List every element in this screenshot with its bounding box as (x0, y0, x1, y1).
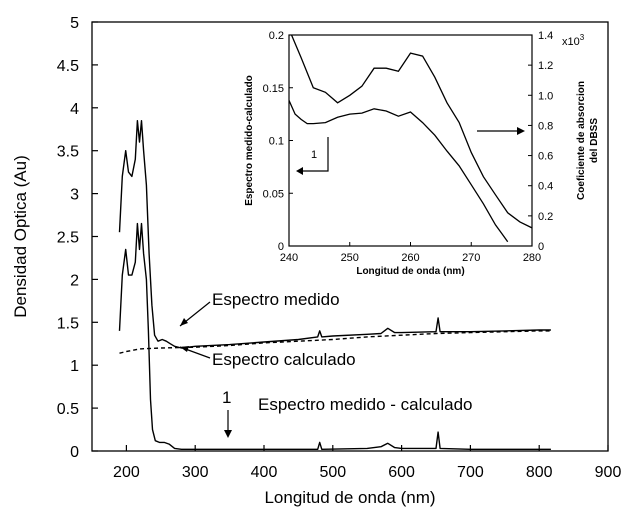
annotation-calculated: Espectro calculado (212, 350, 356, 369)
inset-right-tick-label: 0.2 (538, 211, 553, 223)
inset-right-tick-label: 1.2 (538, 60, 553, 72)
inset-right-multiplier-exp: 3 (580, 33, 585, 42)
inset-x-tick-label: 250 (341, 252, 359, 264)
y-tick-label: 5 (70, 15, 79, 32)
y-tick-label: 3 (70, 187, 79, 204)
inset-left-tick-label: 0.15 (263, 83, 284, 95)
inset-left-tick-label: 0.05 (263, 188, 284, 200)
inset-right-multiplier-base: x10 (562, 36, 580, 48)
series-line-2 (119, 330, 551, 354)
annotation-marker-arrowhead (224, 430, 232, 438)
inset-right-multiplier: x103 (562, 33, 585, 48)
inset-series-line-2 (290, 35, 532, 229)
inset-left-arrowhead (296, 167, 303, 175)
inset-x-tick-label: 280 (523, 252, 541, 264)
inset-right-axis-label-2: del DBSS (589, 118, 600, 163)
x-tick-label: 200 (113, 464, 140, 481)
x-tick-label: 300 (182, 464, 209, 481)
y-tick-label: 1.5 (57, 315, 79, 332)
x-tick-label: 500 (319, 464, 346, 481)
y-tick-label: 0.5 (57, 401, 79, 418)
x-tick-label: 900 (595, 464, 622, 481)
inset-left-arrow (300, 137, 329, 172)
inset-right-tick-label: 0.4 (538, 181, 553, 193)
x-tick-label: 800 (526, 464, 553, 481)
y-tick-label: 3.5 (57, 144, 79, 161)
x-tick-label: 600 (388, 464, 415, 481)
annotation-calculated-arrowhead (180, 346, 189, 352)
y-tick-label: 2 (70, 272, 79, 289)
inset-left-tick-label: 0.1 (269, 136, 284, 148)
inset-x-tick-label: 270 (462, 252, 480, 264)
inset-right-tick-label: 1.0 (538, 90, 553, 102)
y-tick-label: 0 (70, 444, 79, 461)
y-axis-label: Densidad Optica (Au) (11, 155, 30, 318)
inset-series-line-1 (289, 100, 509, 243)
inset-right-axis-label-1: Coeficiente de absorcion (576, 81, 587, 200)
inset-annotation-marker-1: 1 (311, 149, 317, 161)
series-line-3 (118, 222, 551, 450)
inset-right-tick-label: 0 (538, 241, 544, 253)
y-tick-label: 1 (70, 358, 79, 375)
inset-right-tick-label: 1.4 (538, 30, 553, 42)
inset-x-axis-label: Longitud de onda (nm) (356, 266, 464, 277)
annotation-measured: Espectro medido (212, 290, 340, 309)
y-tick-label: 4.5 (57, 58, 79, 75)
y-tick-label: 4 (70, 101, 79, 118)
inset-right-arrowhead (517, 127, 525, 135)
annotation-marker-1: 1 (222, 388, 231, 407)
inset-right-tick-label: 0.6 (538, 151, 553, 163)
inset-left-tick-label: 0.2 (269, 30, 284, 42)
inset-right-tick-label: 0.8 (538, 120, 553, 132)
inset-left-tick-label: 0 (278, 241, 284, 253)
x-tick-label: 400 (251, 464, 278, 481)
x-tick-label: 700 (457, 464, 484, 481)
inset-left-axis-label: Espectro medido-calculado (244, 75, 255, 206)
x-axis-label: Longitud de onda (nm) (264, 488, 435, 507)
inset-plot-frame (288, 34, 533, 247)
annotation-difference: Espectro medido - calculado (258, 395, 473, 414)
inset-x-tick-label: 260 (401, 252, 419, 264)
y-tick-label: 2.5 (57, 230, 79, 247)
annotation-measured-arrowhead (180, 318, 188, 326)
inset-x-tick-label: 240 (280, 252, 298, 264)
